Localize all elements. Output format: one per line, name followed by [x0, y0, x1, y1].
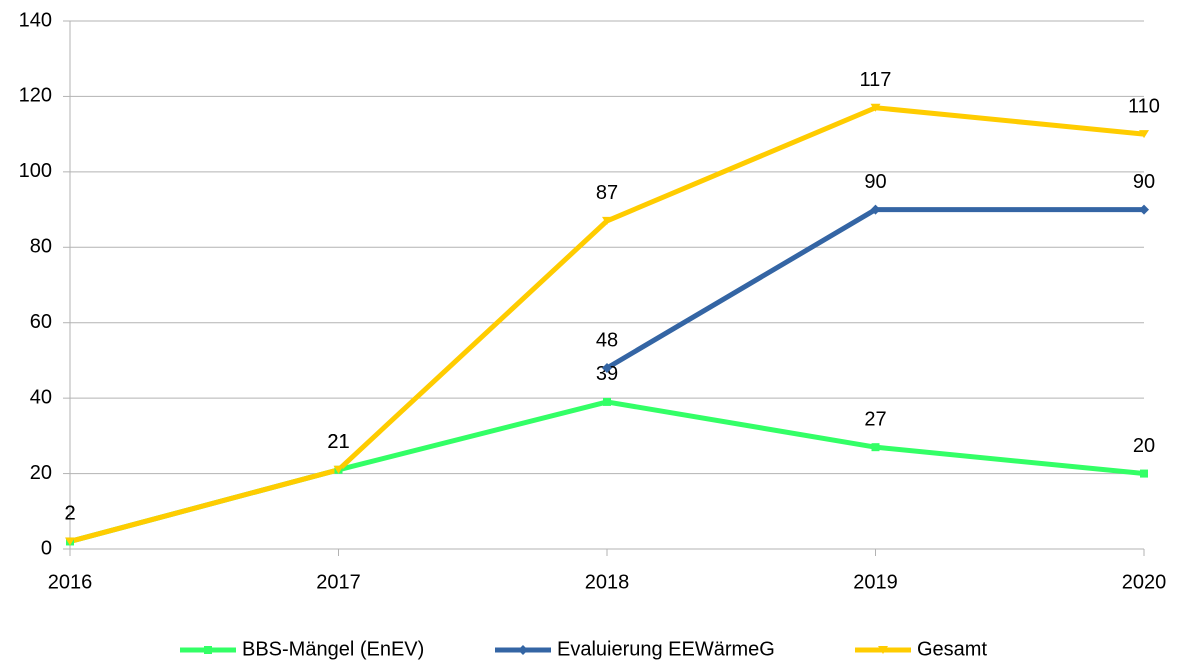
- y-tick-label: 60: [30, 311, 52, 333]
- data-label: 21: [327, 431, 349, 453]
- y-tick-label: 40: [30, 386, 52, 408]
- marker: [333, 465, 344, 474]
- legend-item: Gesamt: [855, 638, 987, 660]
- data-label: 117: [860, 69, 892, 91]
- marker: [870, 103, 881, 112]
- y-tick-label: 120: [19, 85, 52, 107]
- series-line: [69, 399, 1145, 544]
- marker: [871, 443, 880, 452]
- data-label: 2: [64, 503, 75, 525]
- legend-label: Evaluierung EEWärmeG: [557, 638, 775, 660]
- x-tick-label: 2016: [48, 571, 93, 593]
- series-line: [605, 207, 1144, 371]
- y-tick-label: 80: [30, 236, 52, 258]
- data-label: 110: [1128, 95, 1160, 117]
- x-tick-label: 2018: [585, 571, 630, 593]
- marker: [1140, 469, 1148, 478]
- data-label: 39: [596, 363, 618, 385]
- data-label: 87: [596, 182, 618, 204]
- x-tick-label: 2020: [1122, 571, 1167, 593]
- x-tick-label: 2019: [853, 571, 898, 593]
- legend-label: BBS-Mängel (EnEV): [242, 638, 424, 660]
- data-label: 90: [1133, 171, 1155, 193]
- y-tick-label: 100: [19, 160, 52, 182]
- y-tick-label: 140: [19, 9, 52, 31]
- y-tick-label: 0: [41, 537, 52, 559]
- series-line: [69, 105, 1145, 544]
- data-label: 27: [864, 408, 886, 430]
- x-tick-label: 2017: [316, 571, 361, 593]
- marker: [602, 362, 612, 373]
- marker: [878, 646, 888, 654]
- data-label: 90: [864, 171, 886, 193]
- legend-item: Evaluierung EEWärmeG: [495, 638, 775, 660]
- marker: [1139, 204, 1149, 215]
- data-label: 48: [596, 329, 618, 351]
- marker: [518, 645, 528, 655]
- marker: [603, 397, 611, 406]
- y-tick-label: 20: [30, 462, 52, 484]
- marker: [1139, 130, 1149, 139]
- legend-item: BBS-Mängel (EnEV): [180, 638, 424, 660]
- marker: [602, 216, 612, 225]
- data-label: 2: [64, 503, 75, 525]
- data-label: 21: [327, 431, 349, 453]
- marker: [204, 646, 212, 654]
- marker: [870, 204, 881, 215]
- legend-label: Gesamt: [917, 638, 987, 660]
- data-label: 20: [1133, 435, 1155, 457]
- marker: [65, 537, 75, 546]
